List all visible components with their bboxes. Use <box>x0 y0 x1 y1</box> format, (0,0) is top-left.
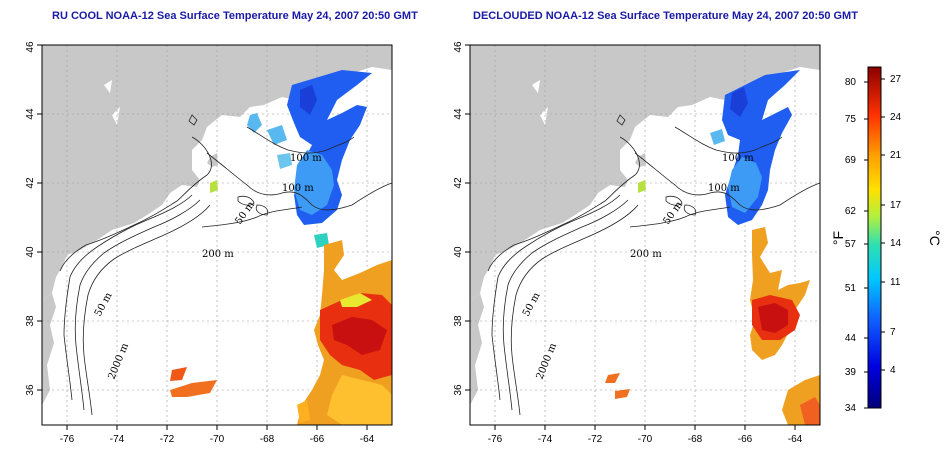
colorbar-f-tick: 51 <box>845 283 857 294</box>
colorbar-f-tick: 75 <box>845 114 857 125</box>
colorbar-celsius-unit: °C <box>927 230 943 246</box>
colorbar: 80 75 69 62 57 51 44 39 34 27 24 21 17 1… <box>830 66 943 414</box>
lat-tick: 42 <box>453 177 464 189</box>
lon-tick: -68 <box>260 434 275 445</box>
lat-tick: 36 <box>453 384 464 396</box>
lon-tick: -72 <box>160 434 175 445</box>
colorbar-c-tick: 4 <box>890 365 896 376</box>
contour-label-200m: 200 m <box>202 249 234 260</box>
lon-tick: -74 <box>110 434 125 445</box>
colorbar-c-tick: 21 <box>890 150 902 161</box>
contour-label-200m: 200 m <box>630 249 662 260</box>
lon-tick: -66 <box>310 434 325 445</box>
colorbar-f-tick: 62 <box>845 206 857 217</box>
lon-tick: -76 <box>488 434 503 445</box>
colorbar-f-tick: 80 <box>845 77 857 88</box>
colorbar-f-tick: 69 <box>845 155 857 166</box>
colorbar-c-tick: 24 <box>890 112 902 123</box>
colorbar-gradient <box>867 66 882 409</box>
colorbar-c-tick: 27 <box>890 74 902 85</box>
colorbar-fahrenheit-unit: °F <box>830 231 846 245</box>
lon-tick: -72 <box>588 434 603 445</box>
lat-tick: 40 <box>453 246 464 258</box>
contour-label-100m-a: 100 m <box>290 153 322 164</box>
lon-tick: -68 <box>688 434 703 445</box>
colorbar-f-tick: 39 <box>845 367 857 378</box>
lat-tick: 46 <box>453 41 464 53</box>
lat-tick: 42 <box>25 177 36 189</box>
lat-tick: 44 <box>25 108 36 120</box>
lon-tick: -74 <box>538 434 553 445</box>
panel-title-raw: RU COOL NOAA-12 Sea Surface Temperature … <box>52 10 418 22</box>
lon-tick: -70 <box>638 434 653 445</box>
lat-tick: 44 <box>453 108 464 120</box>
lat-tick: 40 <box>25 246 36 258</box>
lon-tick: -70 <box>210 434 225 445</box>
lon-tick: -64 <box>360 434 375 445</box>
lon-tick: -64 <box>788 434 803 445</box>
lon-tick: -66 <box>738 434 753 445</box>
right-map: 100 m 100 m 50 m 200 m 50 m 2000 m <box>469 44 821 426</box>
lat-tick: 38 <box>453 315 464 327</box>
contour-label-100m-b: 100 m <box>282 183 314 194</box>
colorbar-f-tick: 44 <box>845 333 857 344</box>
contour-label-100m-b: 100 m <box>708 183 740 194</box>
lon-tick: -76 <box>60 434 75 445</box>
lat-tick: 38 <box>25 315 36 327</box>
lat-tick: 36 <box>25 384 36 396</box>
colorbar-c-tick: 7 <box>890 327 896 338</box>
colorbar-f-tick: 57 <box>845 239 857 250</box>
panel-title-declouded: DECLOUDED NOAA-12 Sea Surface Temperatur… <box>473 10 858 22</box>
right-axes: -76 -74 -72 -70 -68 -66 -64 36 38 40 42 … <box>453 41 803 445</box>
lat-tick: 46 <box>25 41 36 53</box>
colorbar-c-tick: 11 <box>890 277 901 288</box>
colorbar-c-tick: 14 <box>890 238 902 249</box>
colorbar-c-tick: 17 <box>890 200 902 211</box>
colorbar-f-tick: 34 <box>845 403 857 414</box>
left-map: 100 m 100 m 50 m 200 m 50 m 2000 m <box>41 44 393 426</box>
contour-label-100m-a: 100 m <box>722 153 754 164</box>
left-axes: -76 -74 -72 -70 -68 -66 -64 36 38 40 42 … <box>25 41 375 445</box>
